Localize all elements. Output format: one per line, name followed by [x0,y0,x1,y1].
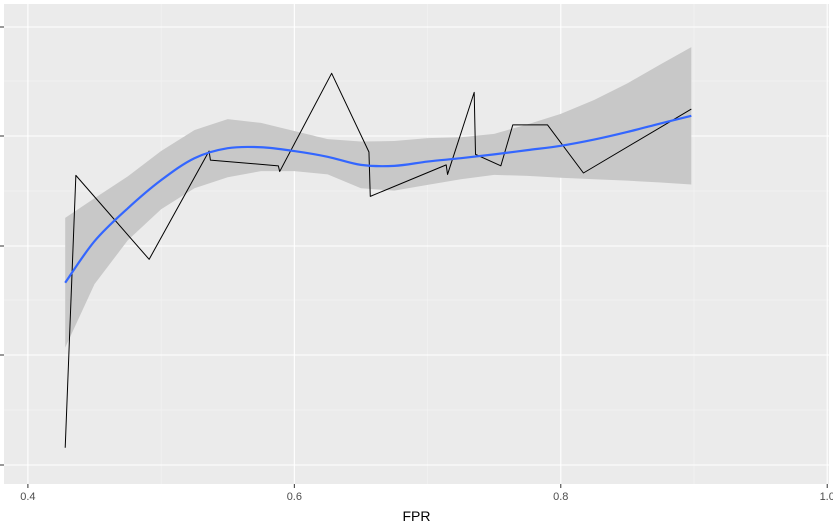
x-tick-label: 1.0 [820,491,833,503]
x-axis-title: FPR [403,508,431,524]
x-tick-label: 0.8 [553,491,568,503]
x-axis-ticks: 0.4 0.6 0.8 1.0 [20,484,833,503]
confidence-band-area [65,47,692,348]
x-tick-label: 0.4 [20,491,35,503]
plot-panel [4,4,829,484]
data-line [64,72,692,448]
data-series-line [64,72,692,448]
major-gridlines [4,4,829,484]
y-axis-ticks [0,26,4,466]
smooth-series-line [64,114,692,284]
x-tick-label: 0.6 [287,491,302,503]
confidence-band [65,47,692,348]
smooth-trend-line [64,114,692,284]
